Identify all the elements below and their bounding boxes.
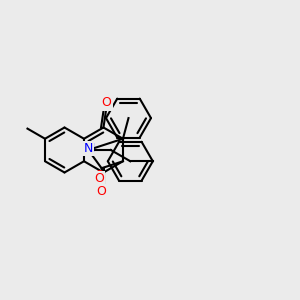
Text: O: O: [97, 185, 106, 198]
Text: O: O: [94, 172, 104, 185]
Text: O: O: [101, 96, 111, 109]
Text: N: N: [85, 142, 95, 155]
Text: N: N: [84, 142, 93, 155]
Text: O: O: [101, 96, 111, 109]
Text: O: O: [94, 169, 104, 182]
Text: O: O: [97, 185, 106, 198]
